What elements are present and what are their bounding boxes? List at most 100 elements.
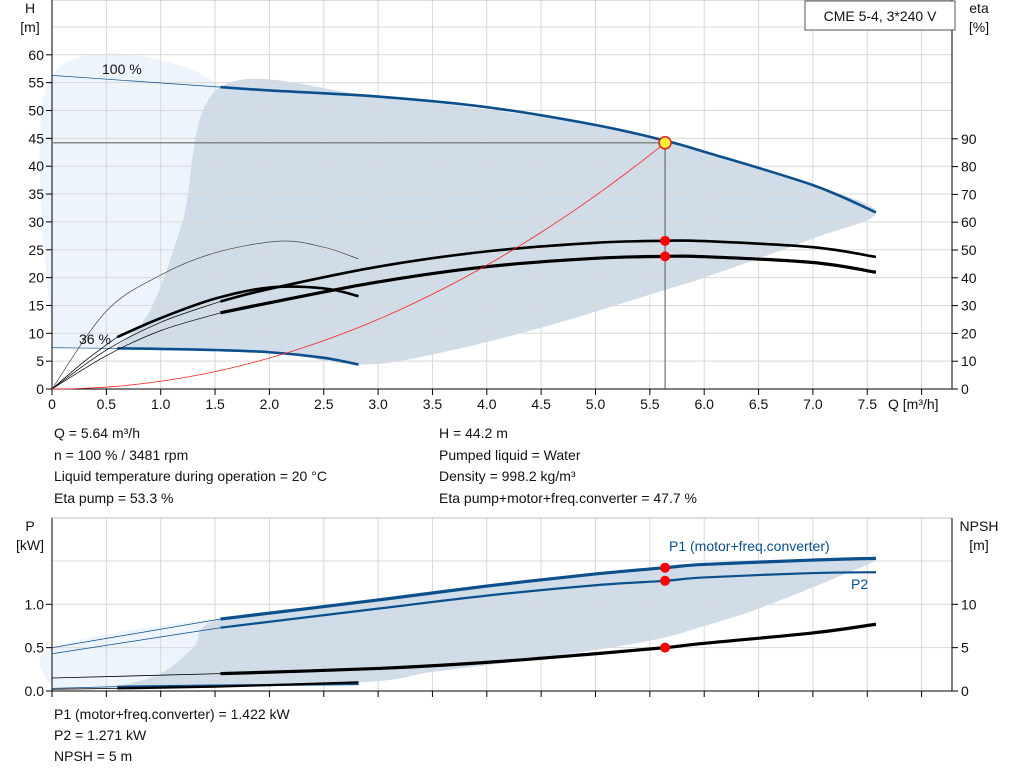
x-tick-label: 6.5 — [749, 396, 769, 412]
series-label-p1: P1 (motor+freq.converter) — [669, 538, 830, 554]
curve-thin-P1_36 — [51, 686, 118, 689]
y-tick-label-right: 40 — [961, 270, 977, 286]
y-tick-label-right: 20 — [961, 325, 977, 341]
x-tick-label: 7.0 — [803, 396, 823, 412]
operating-point — [658, 136, 672, 150]
y-tick-label-left: 10 — [28, 325, 44, 341]
curve-thin-P1 — [51, 618, 221, 649]
annotation-36-percent: 36 % — [79, 331, 111, 347]
curve-thin-P2 — [51, 627, 221, 655]
curve-thin-NPSH — [51, 673, 221, 679]
y-tick-label-left: 0 — [36, 381, 44, 397]
curve-eta_pump_100 — [220, 239, 877, 303]
y-tick-label-right: 50 — [961, 242, 977, 258]
info-density: Density = 998.2 kg/m³ — [439, 468, 576, 484]
y-tick-label-right: 90 — [961, 131, 977, 147]
y-tick-label-right: 0 — [961, 381, 969, 397]
curve-thin-eta_pump_100 — [51, 301, 221, 390]
y-tick-label-right: 70 — [961, 186, 977, 202]
y-tick-label-left: 55 — [28, 75, 44, 91]
y-axis-label-left: [m] — [20, 19, 39, 35]
region-light — [39, 619, 228, 689]
y-tick-label-left: 20 — [28, 270, 44, 286]
system-curve — [51, 142, 666, 390]
info-speed: n = 100 % / 3481 rpm — [54, 447, 188, 463]
x-tick-label: 5.5 — [640, 396, 660, 412]
point-eta-total — [660, 251, 671, 262]
point-p2 — [660, 575, 671, 586]
curve-thin-eta_total_100 — [51, 312, 221, 390]
y-tick-label-left: 50 — [28, 103, 44, 119]
y-tick-label-left: 45 — [28, 130, 44, 146]
info-eta-pump: Eta pump = 53.3 % — [54, 490, 173, 506]
info-p2: P2 = 1.271 kW — [54, 727, 147, 743]
y-tick-label-left: 30 — [28, 214, 44, 230]
y-axis-label-right: [%] — [969, 19, 989, 35]
info-npsh: NPSH = 5 m — [54, 748, 132, 764]
region-light — [39, 53, 227, 348]
x-tick-label: 4.0 — [477, 396, 497, 412]
curve-thin-eta_total_36 — [51, 240, 359, 390]
y-tick-label-left: 60 — [28, 47, 44, 63]
x-tick-label: 5.0 — [586, 396, 606, 412]
annotation-100-percent: 100 % — [102, 61, 142, 77]
info-bottom: P1 (motor+freq.converter) = 1.422 kW P2 … — [54, 706, 291, 764]
x-tick-label: 2.0 — [260, 396, 280, 412]
y-axis-label-left: H — [25, 0, 35, 16]
y-tick-label-left: 40 — [28, 158, 44, 174]
y-tick-label-left: 0.5 — [25, 640, 45, 656]
y-tick-label-right: 10 — [961, 596, 977, 612]
curve-thin-H_100 — [51, 75, 221, 88]
y-tick-label-left: 15 — [28, 297, 44, 313]
curve-P2 — [220, 571, 876, 629]
y-tick-label-right: 0 — [961, 683, 969, 699]
curve-P1 — [220, 556, 876, 621]
info-p1: P1 (motor+freq.converter) = 1.422 kW — [54, 706, 291, 722]
curve-thin-H_36 — [51, 347, 118, 349]
y-axis-label-left: [kW] — [16, 537, 44, 553]
y-tick-label-left: 1.0 — [25, 596, 45, 612]
x-tick-label: 1.0 — [151, 396, 171, 412]
x-tick-label: 0 — [48, 396, 56, 412]
power-npsh-chart: 0.0 0.5 1.0 0 5 10 P [kW] NPSH [m] P1 (motor+freq.… — [16, 517, 999, 699]
curve-thin-eta_pump_36 — [51, 336, 118, 390]
curve-eta_pump_36 — [116, 285, 359, 339]
chart-title: CME 5-4, 3*240 V — [824, 8, 937, 24]
curve-eta_total_100 — [220, 254, 877, 315]
y-tick-label-left: 35 — [28, 186, 44, 202]
point-p1 — [660, 562, 671, 573]
x-tick-label: 0.5 — [97, 396, 117, 412]
x-axis-label: Q [m³/h] — [888, 396, 939, 412]
curve-thin-NPSH_36 — [51, 687, 118, 690]
y-axis-label-right: NPSH — [960, 518, 999, 534]
y-tick-label-left: 5 — [36, 353, 44, 369]
info-q: Q = 5.64 m³/h — [54, 425, 140, 441]
info-top: Q = 5.64 m³/h n = 100 % / 3481 rpm Liqui… — [54, 425, 697, 506]
y-tick-label-right: 80 — [961, 159, 977, 175]
y-tick-label-right: 30 — [961, 298, 977, 314]
x-tick-label: 1.5 — [205, 396, 225, 412]
curve-H_36 — [117, 347, 359, 366]
y-axis-label-left: P — [25, 518, 34, 534]
x-tick-label: 4.5 — [531, 396, 551, 412]
curve-H_100 — [220, 85, 877, 214]
x-tick-label: 2.5 — [314, 396, 334, 412]
x-tick-label: 6.0 — [694, 396, 714, 412]
curve-NPSH — [220, 622, 877, 676]
y-tick-label-right: 10 — [961, 353, 977, 369]
y-axis-label-right: [m] — [969, 537, 988, 553]
y-tick-label-right: 60 — [961, 214, 977, 230]
info-h: H = 44.2 m — [439, 425, 508, 441]
y-tick-label-left: 0.0 — [25, 683, 45, 699]
y-tick-label-right: 5 — [961, 640, 969, 656]
y-axis-label-right: eta — [969, 0, 989, 16]
info-liquid: Pumped liquid = Water — [439, 447, 581, 463]
x-tick-label: 3.0 — [368, 396, 388, 412]
region-dark — [117, 556, 877, 687]
qh-chart: 0 5 10 15 20 25 30 35 40 45 50 55 60 0 10 20 30 40 50 60 70 8… — [20, 0, 989, 412]
x-tick-label: 3.5 — [423, 396, 443, 412]
x-tick-label: 7.5 — [858, 396, 878, 412]
curve-NPSH_36 — [117, 681, 359, 690]
series-label-p2: P2 — [851, 576, 868, 592]
